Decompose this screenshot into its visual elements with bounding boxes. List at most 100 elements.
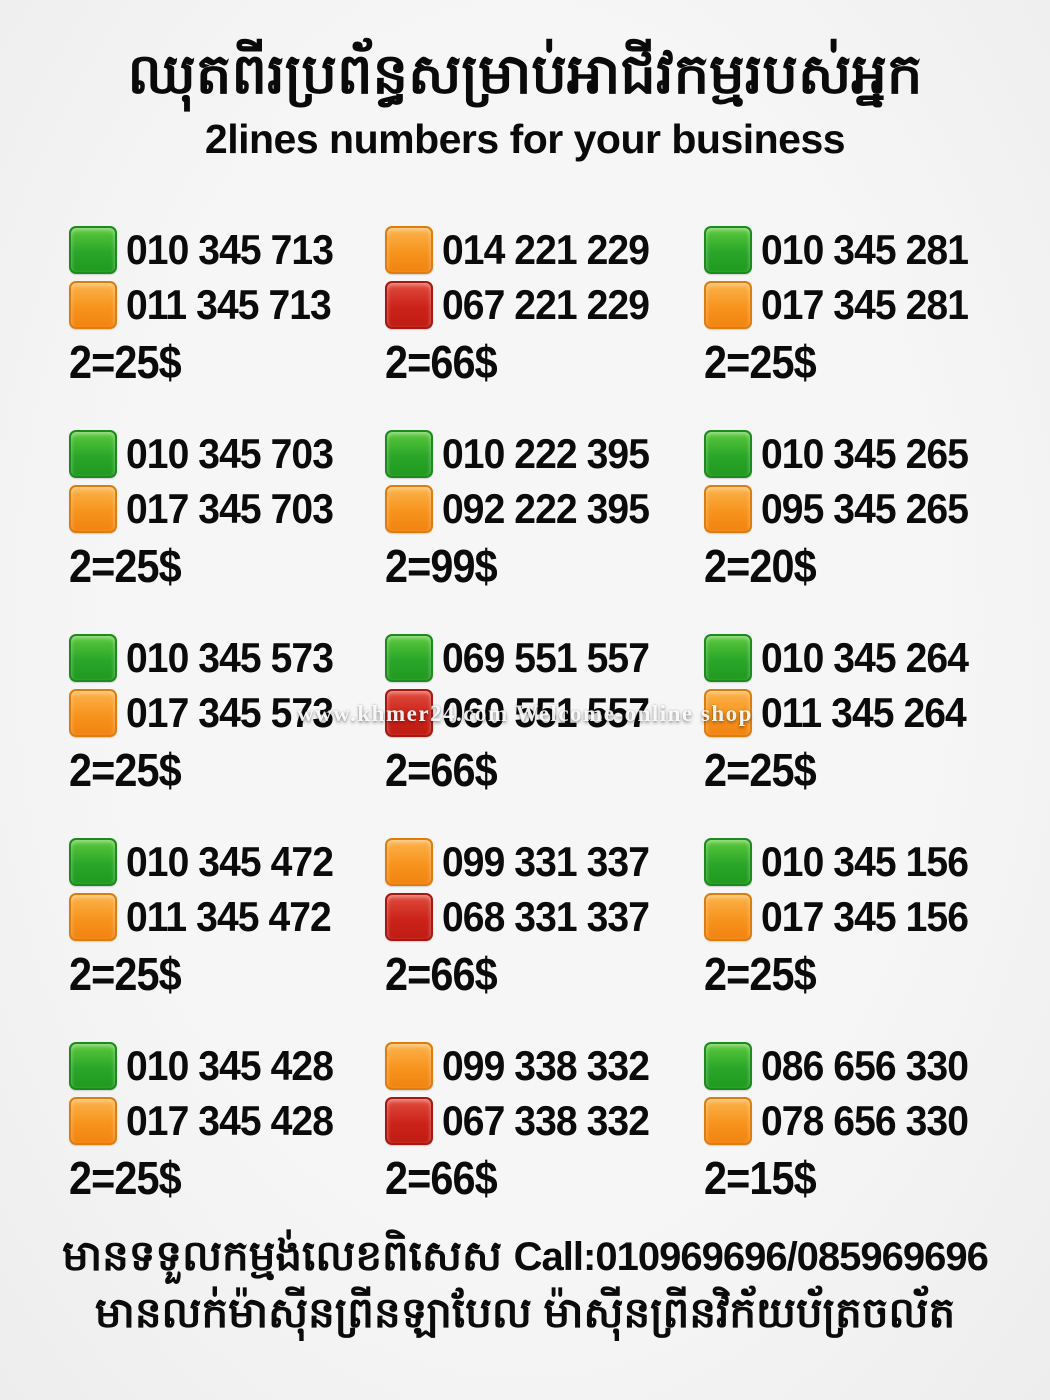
phone-number: 092 222 395 — [442, 484, 650, 532]
phone-number: 010 345 156 — [761, 837, 969, 885]
number-line: 078 656 330 — [704, 1093, 1016, 1148]
number-line: 010 345 713 — [69, 222, 385, 277]
orange-square-icon — [704, 688, 752, 737]
phone-number: 068 331 337 — [442, 892, 650, 940]
number-line: 086 656 330 — [704, 1038, 1016, 1093]
footer-order-line: មានទទួលកម្មង់លេខពិសេស Call:010969696/085… — [0, 1228, 1050, 1285]
number-bundle-card: 010 222 395 092 222 395 2=99$ — [385, 426, 704, 630]
orange-square-icon — [69, 280, 117, 329]
bundle-price: 2=66$ — [385, 948, 498, 1000]
phone-number: 010 345 428 — [126, 1041, 334, 1089]
number-line: 017 345 281 — [704, 277, 1016, 332]
orange-square-icon — [385, 225, 433, 274]
phone-number: 095 345 265 — [761, 484, 969, 532]
footer: មានទទួលកម្មង់លេខពិសេស Call:010969696/085… — [0, 1228, 1050, 1341]
numbers-grid: 010 345 713 011 345 713 2=25$ 014 221 22… — [69, 222, 1016, 1242]
phone-number: 014 221 229 — [442, 225, 650, 273]
number-bundle-card: 010 345 428 017 345 428 2=25$ — [69, 1038, 385, 1242]
number-line: 092 222 395 — [385, 481, 704, 536]
footer-order-text: មានទទួលកម្មង់លេខពិសេស — [62, 1232, 502, 1279]
bundle-price: 2=66$ — [385, 1152, 498, 1204]
bundle-price: 2=25$ — [69, 1152, 182, 1204]
bundle-price: 2=15$ — [704, 1152, 817, 1204]
green-square-icon — [385, 429, 433, 478]
page-title-khmer: ឈុតពីរប្រព័ន្ធសម្រាប់អាជីវកម្មរបស់អ្នក — [127, 42, 923, 105]
number-line: 060 551 557 — [385, 685, 704, 740]
green-square-icon — [704, 633, 752, 682]
red-square-icon — [385, 280, 433, 329]
green-square-icon — [69, 633, 117, 682]
number-line: 010 345 265 — [704, 426, 1016, 481]
orange-square-icon — [704, 484, 752, 533]
header: ឈុតពីរប្រព័ន្ធសម្រាប់អាជីវកម្មរបស់អ្នក 2… — [0, 38, 1050, 163]
number-bundle-card: 010 345 265 095 345 265 2=20$ — [704, 426, 1016, 630]
bundle-price: 2=25$ — [69, 540, 182, 592]
green-square-icon — [69, 1041, 117, 1090]
number-bundle-card: 010 345 713 011 345 713 2=25$ — [69, 222, 385, 426]
phone-number: 067 338 332 — [442, 1096, 650, 1144]
number-bundle-card: 010 345 264 011 345 264 2=25$ — [704, 630, 1016, 834]
phone-number: 010 345 703 — [126, 429, 334, 477]
phone-number: 017 345 281 — [761, 280, 969, 328]
number-line: 010 345 472 — [69, 834, 385, 889]
orange-square-icon — [69, 892, 117, 941]
phone-number: 099 338 332 — [442, 1041, 650, 1089]
number-line: 010 345 281 — [704, 222, 1016, 277]
orange-square-icon — [704, 1096, 752, 1145]
phone-number: 017 345 703 — [126, 484, 334, 532]
number-line: 017 345 703 — [69, 481, 385, 536]
green-square-icon — [385, 633, 433, 682]
red-square-icon — [385, 688, 433, 737]
orange-square-icon — [704, 280, 752, 329]
number-line: 067 338 332 — [385, 1093, 704, 1148]
number-line: 010 222 395 — [385, 426, 704, 481]
orange-square-icon — [385, 837, 433, 886]
phone-number: 010 345 713 — [126, 225, 334, 273]
bundle-price: 2=66$ — [385, 336, 498, 388]
number-line: 010 345 156 — [704, 834, 1016, 889]
number-bundle-card: 086 656 330 078 656 330 2=15$ — [704, 1038, 1016, 1242]
phone-number: 010 345 472 — [126, 837, 334, 885]
phone-number: 099 331 337 — [442, 837, 650, 885]
number-line: 017 345 428 — [69, 1093, 385, 1148]
bundle-price: 2=25$ — [69, 744, 182, 796]
orange-square-icon — [704, 892, 752, 941]
number-line: 099 338 332 — [385, 1038, 704, 1093]
orange-square-icon — [69, 1096, 117, 1145]
number-bundle-card: 010 345 573 017 345 573 2=25$ — [69, 630, 385, 834]
red-square-icon — [385, 892, 433, 941]
number-line: 010 345 428 — [69, 1038, 385, 1093]
bundle-price: 2=25$ — [704, 744, 817, 796]
green-square-icon — [69, 837, 117, 886]
bundle-price: 2=25$ — [704, 336, 817, 388]
number-line: 095 345 265 — [704, 481, 1016, 536]
number-line: 011 345 264 — [704, 685, 1016, 740]
bundle-price: 2=25$ — [704, 948, 817, 1000]
number-bundle-card: 069 551 557 060 551 557 2=66$ — [385, 630, 704, 834]
bundle-price: 2=99$ — [385, 540, 498, 592]
phone-number: 069 551 557 — [442, 633, 650, 681]
number-line: 017 345 156 — [704, 889, 1016, 944]
footer-call-text: Call:010969696/085969696 — [513, 1235, 989, 1279]
number-bundle-card: 099 331 337 068 331 337 2=66$ — [385, 834, 704, 1038]
phone-number: 010 222 395 — [442, 429, 650, 477]
phone-number: 017 345 156 — [761, 892, 969, 940]
phone-number: 011 345 264 — [761, 688, 967, 736]
number-line: 010 345 264 — [704, 630, 1016, 685]
phone-number: 010 345 265 — [761, 429, 969, 477]
phone-number: 067 221 229 — [442, 280, 650, 328]
number-line: 099 331 337 — [385, 834, 704, 889]
green-square-icon — [704, 1041, 752, 1090]
phone-number: 011 345 713 — [126, 280, 332, 328]
orange-square-icon — [69, 688, 117, 737]
bundle-price: 2=20$ — [704, 540, 817, 592]
phone-number: 078 656 330 — [761, 1096, 969, 1144]
number-bundle-card: 099 338 332 067 338 332 2=66$ — [385, 1038, 704, 1242]
number-bundle-card: 010 345 281 017 345 281 2=25$ — [704, 222, 1016, 426]
number-line: 067 221 229 — [385, 277, 704, 332]
orange-square-icon — [385, 1041, 433, 1090]
bundle-price: 2=66$ — [385, 744, 498, 796]
number-line: 010 345 703 — [69, 426, 385, 481]
footer-printer-line: មានលក់ម៉ាស៊ីនព្រីនឡាបែល ម៉ាស៊ីនព្រីនវិក័… — [94, 1289, 956, 1336]
